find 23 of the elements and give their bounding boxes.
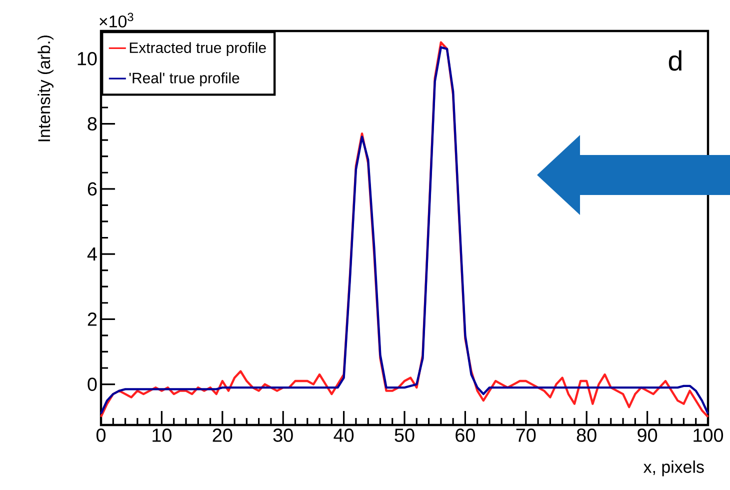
x-tick-label: 80: [576, 428, 596, 442]
x-tick-label: 90: [638, 428, 658, 442]
text: ×10$^{3}$: [100, 12, 134, 28]
y-tick-label: 8: [88, 117, 97, 130]
annotation: d: [668, 50, 682, 71]
x-tick-label: 40: [334, 428, 354, 442]
y-tick-label: 4: [87, 248, 97, 261]
x-tick-label: 100: [694, 428, 724, 442]
y-tick-label: 10: [78, 52, 97, 66]
legend-label: Extracted true profile: [130, 42, 266, 56]
x-tick-label: 70: [516, 428, 536, 442]
y-axis-title: Intensity (arb.): [38, 36, 54, 142]
x-tick-label: 0: [96, 428, 106, 442]
y-tick-label: 0: [88, 378, 97, 391]
y-tick-label: 2: [88, 312, 97, 326]
x-axis-title: x, pixels: [643, 460, 704, 476]
x-tick-label: 30: [273, 428, 293, 442]
legend-label: 'Real' true profile: [129, 72, 240, 86]
x-tick-label: 50: [394, 428, 414, 442]
x-tick-label: 10: [152, 428, 172, 442]
y-tick-label: 6: [88, 182, 97, 196]
x-tick-label: 20: [212, 428, 232, 442]
x-tick-label: 60: [456, 428, 475, 442]
